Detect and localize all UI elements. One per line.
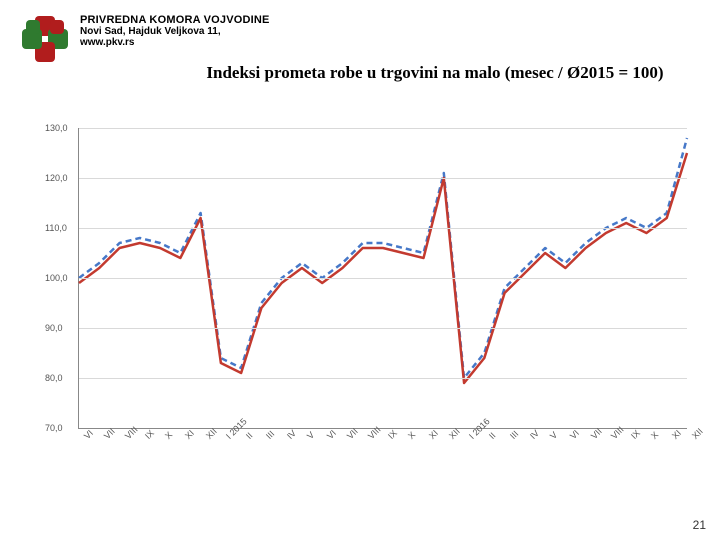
gridline bbox=[79, 228, 687, 229]
x-tick-label: V bbox=[305, 430, 316, 441]
y-tick-label: 90,0 bbox=[45, 323, 63, 333]
x-tick-label: VI bbox=[325, 428, 338, 441]
x-tick-label: XI bbox=[427, 428, 440, 441]
page-number: 21 bbox=[693, 518, 706, 532]
gridline bbox=[79, 328, 687, 329]
x-tick-label: V bbox=[548, 430, 559, 441]
org-website: www.pkv.rs bbox=[80, 37, 270, 48]
x-tick-label: IX bbox=[386, 428, 399, 441]
y-tick-label: 120,0 bbox=[45, 173, 68, 183]
x-tick-label: XI bbox=[670, 428, 683, 441]
y-tick-label: 70,0 bbox=[45, 423, 63, 433]
y-tick-label: 110,0 bbox=[45, 223, 67, 233]
gridline bbox=[79, 378, 687, 379]
chart-area: 70,080,090,0100,0110,0120,0130,0 VIVIIVI… bbox=[48, 120, 688, 500]
x-tick-label: X bbox=[649, 430, 660, 441]
x-tick-label: X bbox=[163, 430, 174, 441]
x-tick-label: VI bbox=[82, 428, 95, 441]
x-tick-label: IX bbox=[143, 428, 156, 441]
x-tick-label: II bbox=[244, 430, 255, 441]
x-tick-label: III bbox=[264, 429, 276, 441]
x-tick-label: IV bbox=[528, 428, 541, 441]
y-tick-label: 80,0 bbox=[45, 373, 63, 383]
x-tick-label: IV bbox=[285, 428, 298, 441]
x-tick-label: XI bbox=[183, 428, 196, 441]
x-tick-label: IX bbox=[629, 428, 642, 441]
x-tick-label: III bbox=[508, 429, 520, 441]
org-text-block: PRIVREDNA KOMORA VOJVODINE Novi Sad, Haj… bbox=[80, 14, 270, 48]
x-tick-label: X bbox=[406, 430, 417, 441]
x-tick-label: XII bbox=[690, 426, 705, 441]
org-address: Novi Sad, Hajduk Veljkova 11, bbox=[80, 26, 270, 37]
series-line-series-b bbox=[79, 153, 687, 383]
org-logo bbox=[20, 14, 70, 64]
gridline bbox=[79, 178, 687, 179]
gridline bbox=[79, 278, 687, 279]
chart-title: Indeksi prometa robe u trgovini na malo … bbox=[180, 63, 690, 83]
series-line-series-a bbox=[79, 138, 687, 378]
header: PRIVREDNA KOMORA VOJVODINE Novi Sad, Haj… bbox=[20, 14, 270, 64]
x-axis-labels: VIVIIVIIIIXXXIXIII 2015IIIIIIVVVIVIIVIII… bbox=[78, 430, 686, 490]
x-tick-label: VI bbox=[568, 428, 581, 441]
y-tick-label: 100,0 bbox=[45, 273, 68, 283]
y-tick-label: 130,0 bbox=[45, 123, 68, 133]
x-tick-label: II bbox=[487, 430, 498, 441]
gridline bbox=[79, 128, 687, 129]
plot-area: 70,080,090,0100,0110,0120,0130,0 bbox=[78, 128, 687, 429]
org-name: PRIVREDNA KOMORA VOJVODINE bbox=[80, 14, 270, 26]
